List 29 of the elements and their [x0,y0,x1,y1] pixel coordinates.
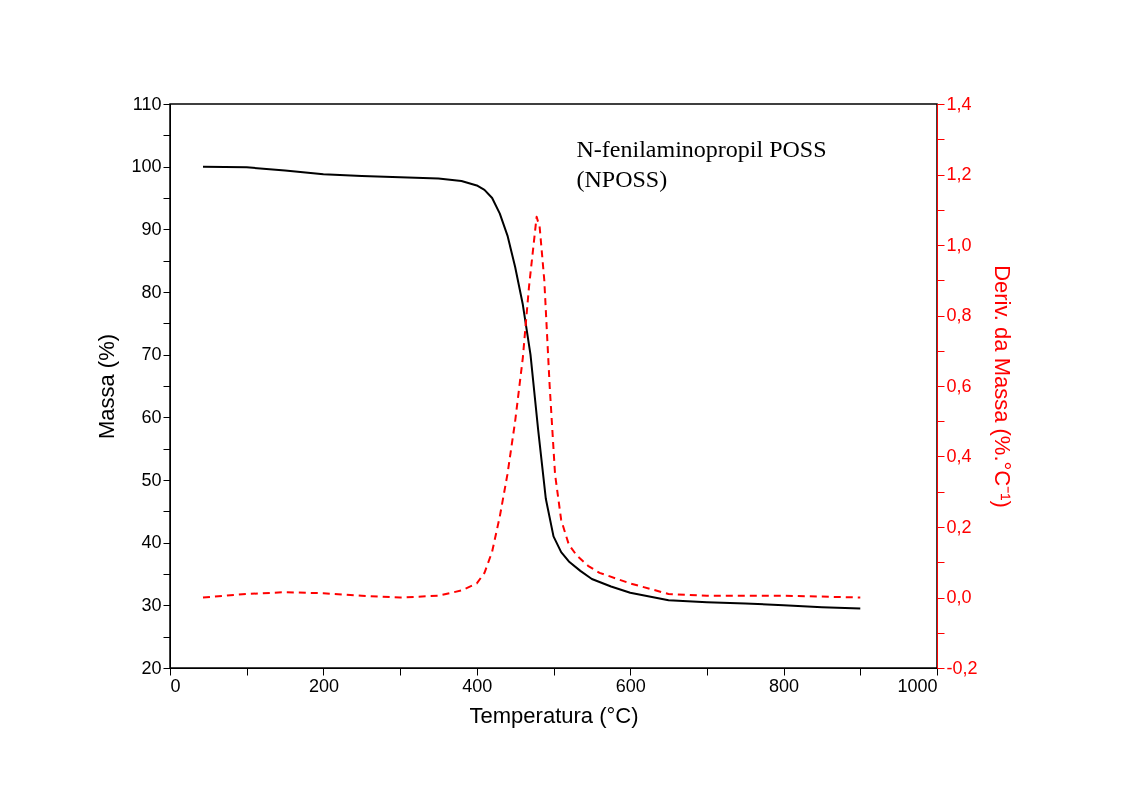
y-axis-title: Massa (%) [94,333,120,440]
y-tick-label: 70 [141,344,162,365]
x-tick-label: 400 [462,675,493,696]
x-tick-label: 800 [769,675,800,696]
y2-tick-label: 1,4 [946,93,972,114]
y-tick-label: 20 [141,657,162,678]
x-tick-label: 600 [615,675,646,696]
y2-tick-label: 0,0 [946,587,972,607]
y-tick-label: 110 [132,93,162,114]
annotation: N-fenilaminopropil POSS (NPOSS) [576,135,827,192]
y-tick-label: 30 [141,594,162,615]
y-tick-label: 60 [141,406,162,427]
y2-tick-label: -0,2 [946,657,978,678]
y2-tick-label: 1,2 [946,164,972,184]
y-tick-label: 80 [141,281,162,302]
y-tick-label: 50 [141,469,162,490]
y2-tick-label: 0,4 [946,446,972,466]
y2-tick-label: 0,6 [946,375,972,396]
x-tick-label: 200 [308,675,339,696]
y-tick-label: 40 [141,532,162,553]
x-axis-title: Temperatura (°C) [469,702,639,728]
y-tick-label: 90 [141,218,162,239]
y2-axis-title: Deriv. da Massa (%.°C⁻¹) [989,265,1015,508]
y2-tick-label: 0,8 [946,305,972,325]
y2-tick-label: 0,2 [946,516,972,537]
x-tick-label: 1000 [897,675,938,696]
y2-tick-label: 1,0 [946,234,972,255]
x-tick-label: 0 [170,675,181,696]
y-tick-label: 100 [131,156,162,177]
